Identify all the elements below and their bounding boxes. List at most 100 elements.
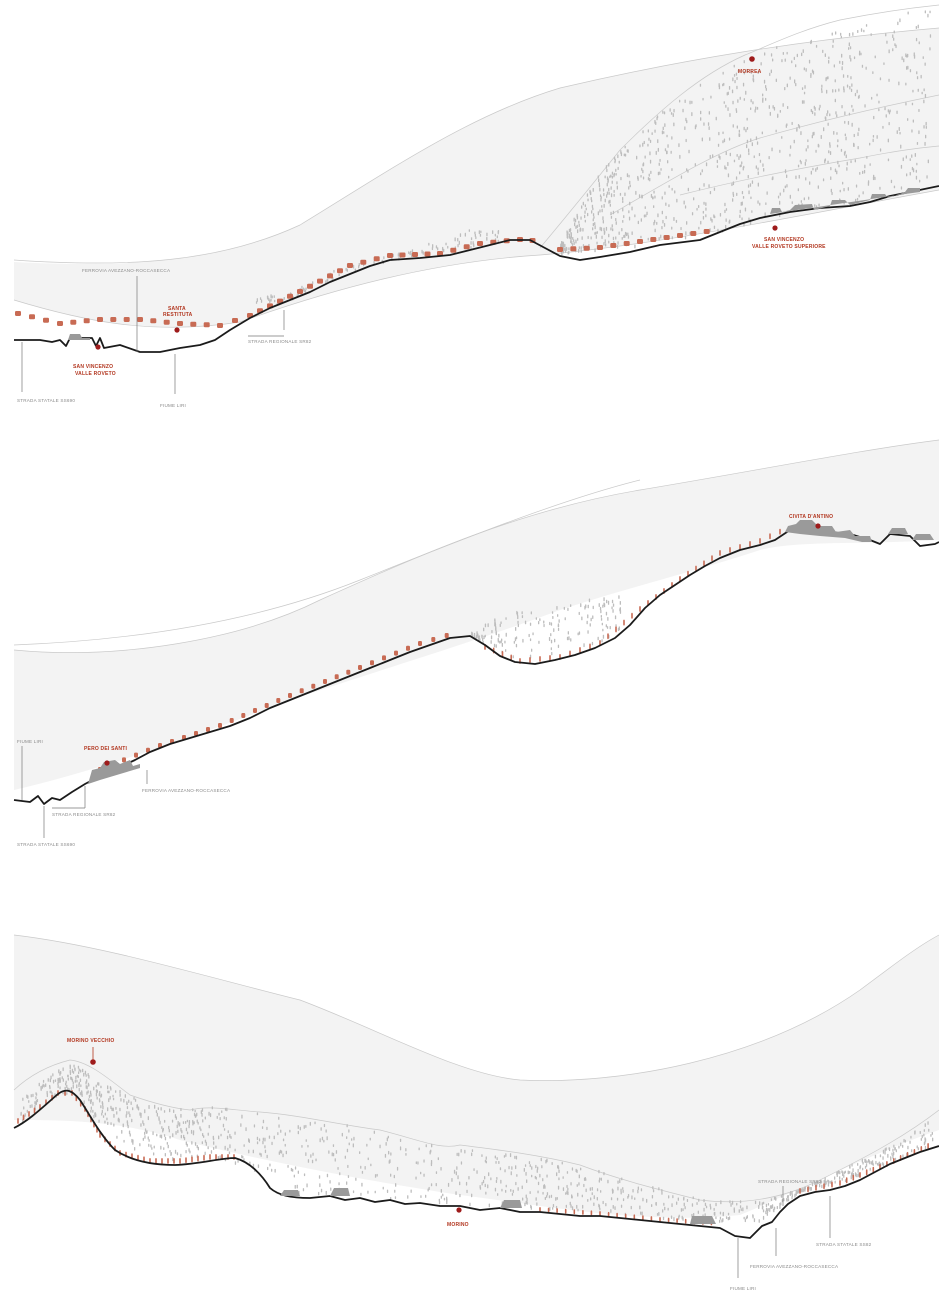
vegetation-mark xyxy=(289,1129,291,1133)
vegetation-mark xyxy=(574,222,576,227)
vegetation-mark xyxy=(99,1099,101,1103)
vegetation-mark xyxy=(853,56,856,60)
vegetation-mark xyxy=(273,295,275,298)
vegetation-mark xyxy=(490,640,492,644)
vegetation-mark xyxy=(619,601,621,605)
vegetation-mark xyxy=(857,1168,859,1173)
vegetation-mark xyxy=(35,1096,37,1100)
vegetation-mark xyxy=(872,138,874,143)
vegetation-mark xyxy=(234,1131,236,1135)
vegetation-mark xyxy=(530,611,532,615)
vegetation-mark xyxy=(460,1161,463,1165)
vegetation-mark xyxy=(521,1185,523,1190)
vegetation-mark xyxy=(529,638,532,642)
vegetation-mark xyxy=(735,108,737,111)
vegetation-mark xyxy=(528,1161,531,1165)
vegetation-mark xyxy=(442,1193,444,1197)
vegetation-mark xyxy=(228,1151,231,1155)
vegetation-mark xyxy=(23,1106,25,1110)
vegetation-mark xyxy=(110,1087,112,1091)
vegetation-mark xyxy=(924,62,926,66)
vegetation-mark xyxy=(76,1074,78,1078)
vegetation-mark xyxy=(705,207,707,211)
vegetation-mark xyxy=(737,69,740,73)
vegetation-mark xyxy=(815,168,817,172)
vegetation-mark xyxy=(684,99,686,103)
vegetation-mark xyxy=(602,628,604,632)
vegetation-mark xyxy=(35,1101,37,1105)
vegetation-mark xyxy=(303,1173,306,1177)
vegetation-mark xyxy=(703,122,705,126)
vegetation-mark xyxy=(571,1206,574,1211)
section-3-strada-regionale-label: STRADA REGIONALE SR82 xyxy=(758,1179,822,1184)
vegetation-mark xyxy=(835,31,837,35)
vegetation-mark xyxy=(481,1181,483,1186)
vegetation-mark xyxy=(126,1120,128,1124)
vegetation-mark xyxy=(335,1150,338,1154)
vegetation-mark xyxy=(591,1187,593,1191)
vegetation-mark xyxy=(888,122,890,126)
house-mark xyxy=(358,665,362,670)
vegetation-mark xyxy=(126,1102,128,1106)
vegetation-mark xyxy=(347,1175,350,1178)
vegetation-mark xyxy=(480,230,482,234)
vegetation-mark xyxy=(131,1138,133,1143)
vegetation-mark xyxy=(642,163,644,167)
vegetation-mark xyxy=(118,1119,120,1122)
vegetation-mark xyxy=(836,144,839,148)
vegetation-mark xyxy=(851,1163,853,1167)
vegetation-mark xyxy=(457,244,459,248)
vegetation-mark xyxy=(470,245,472,250)
vegetation-mark xyxy=(615,218,617,222)
vegetation-mark xyxy=(932,1137,934,1142)
vegetation-mark xyxy=(696,207,698,211)
vegetation-mark xyxy=(608,200,610,204)
section-3-morino-label: MORINO xyxy=(447,1222,469,1228)
vegetation-mark xyxy=(549,1206,551,1211)
vegetation-mark xyxy=(570,240,572,244)
vegetation-mark xyxy=(801,87,804,90)
vegetation-mark xyxy=(645,214,647,218)
vegetation-mark xyxy=(660,234,662,239)
vegetation-mark xyxy=(252,1149,254,1154)
vegetation-mark xyxy=(851,83,853,87)
vegetation-mark xyxy=(686,221,688,225)
vegetation-mark xyxy=(293,1174,295,1178)
vegetation-mark xyxy=(685,231,687,236)
vegetation-mark xyxy=(172,1157,174,1162)
vegetation-mark xyxy=(595,234,597,239)
vegetation-mark xyxy=(759,1201,761,1206)
vegetation-mark xyxy=(484,1176,486,1180)
vegetation-mark xyxy=(496,1157,498,1161)
vegetation-mark xyxy=(906,54,908,58)
vegetation-mark xyxy=(374,1174,377,1178)
vegetation-mark xyxy=(188,1124,190,1129)
vegetation-mark xyxy=(620,176,622,181)
vegetation-mark xyxy=(512,1189,514,1193)
vegetation-mark xyxy=(176,1124,178,1129)
vegetation-mark xyxy=(733,1209,735,1213)
vegetation-mark xyxy=(894,43,896,47)
vegetation-mark xyxy=(447,245,449,249)
vegetation-mark xyxy=(888,49,890,54)
vegetation-mark xyxy=(809,1186,811,1190)
vegetation-mark xyxy=(346,1181,348,1185)
vegetation-mark xyxy=(642,1197,644,1202)
vegetation-mark xyxy=(201,1108,204,1112)
vegetation-mark xyxy=(874,55,876,59)
vegetation-mark xyxy=(71,1068,74,1073)
vegetation-mark xyxy=(909,158,911,161)
vegetation-mark xyxy=(926,175,928,179)
vegetation-mark xyxy=(718,83,720,88)
vegetation-mark xyxy=(830,167,832,171)
vegetation-mark xyxy=(673,108,675,113)
vegetation-mark xyxy=(897,21,899,26)
vegetation-mark xyxy=(816,166,818,170)
vegetation-mark xyxy=(612,1189,614,1193)
vegetation-mark xyxy=(849,55,851,59)
vegetation-mark xyxy=(709,191,712,195)
vegetation-mark xyxy=(78,1087,80,1092)
vegetation-mark xyxy=(277,1132,279,1136)
vegetation-mark xyxy=(475,236,477,240)
vegetation-mark xyxy=(720,1200,722,1205)
